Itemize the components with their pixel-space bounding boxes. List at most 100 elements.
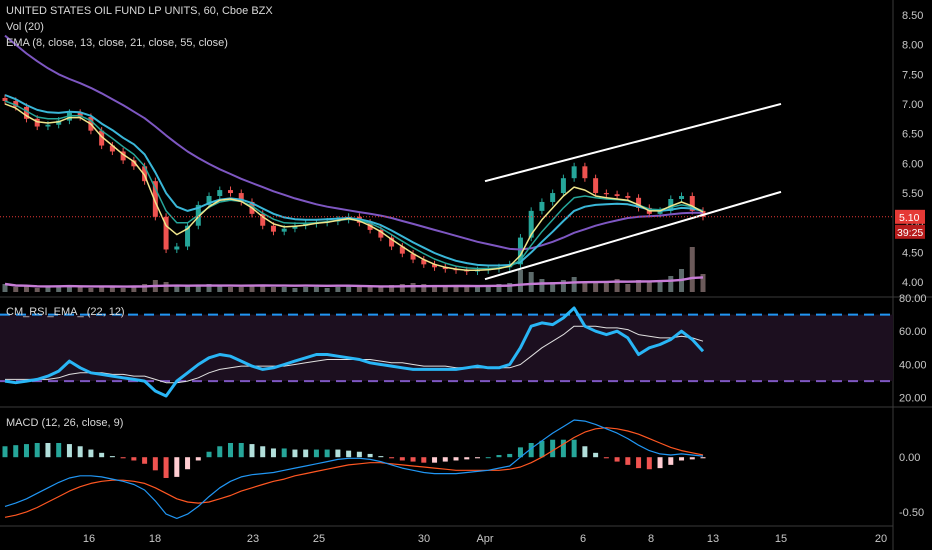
- macd-histogram-bar: [238, 442, 244, 458]
- volume-legend[interactable]: Vol (20): [6, 21, 44, 33]
- macd-histogram-bar: [292, 449, 298, 458]
- volume-bar: [109, 287, 115, 292]
- macd-histogram-bar: [550, 439, 556, 458]
- candle-body: [603, 193, 609, 195]
- macd-legend[interactable]: MACD (12, 26, close, 9): [6, 417, 124, 429]
- macd-histogram-bar: [367, 453, 373, 458]
- candle-body: [77, 112, 83, 118]
- macd-histogram-bar: [2, 446, 8, 458]
- macd-histogram-bar: [410, 457, 416, 462]
- volume-bar: [668, 276, 674, 292]
- candle-body: [120, 151, 126, 161]
- macd-histogram-bar: [163, 457, 169, 478]
- macd-histogram-bar: [335, 449, 341, 458]
- candle-body: [528, 210, 534, 238]
- time-tick-label: 15: [775, 533, 787, 545]
- volume-bar: [142, 284, 148, 292]
- time-tick-label: 13: [707, 533, 719, 545]
- macd-histogram-bar: [528, 442, 534, 458]
- volume-bar: [528, 272, 534, 292]
- candle-body: [410, 253, 416, 260]
- volume-bar: [442, 286, 448, 292]
- volume-bar: [313, 287, 319, 292]
- volume-bar: [23, 286, 29, 292]
- macd-histogram-bar: [646, 457, 652, 470]
- macd-histogram-bar: [453, 457, 459, 461]
- rsi-tick-label: 80.00: [899, 293, 927, 305]
- candle-body: [378, 229, 384, 238]
- macd-histogram-bar: [228, 442, 234, 458]
- macd-histogram-bar: [399, 457, 405, 461]
- ema8-line: [4, 103, 704, 272]
- macd-histogram-bar: [131, 457, 137, 461]
- macd-histogram-bar: [281, 448, 287, 458]
- time-tick-label: 18: [149, 533, 161, 545]
- macd-histogram-bar: [700, 457, 706, 459]
- candle-body: [34, 118, 40, 127]
- volume-bar: [195, 285, 201, 292]
- candle-body: [689, 196, 695, 211]
- macd-histogram-bar: [507, 453, 513, 458]
- symbol-title[interactable]: UNITED STATES OIL FUND LP UNITS, 60, Cbo…: [6, 5, 273, 17]
- time-tick-label: 8: [648, 533, 654, 545]
- macd-histogram-bar: [442, 457, 448, 462]
- macd-histogram-bar: [614, 457, 620, 462]
- volume-bar: [560, 280, 566, 292]
- macd-histogram-bar: [474, 457, 480, 459]
- rsi-legend[interactable]: CM_RSI_EMA_ (22, 12): [6, 306, 125, 318]
- macd-histogram-bar: [636, 457, 642, 469]
- candle-body: [109, 145, 115, 152]
- macd-histogram-bar: [378, 456, 384, 458]
- macd-histogram-bar: [77, 446, 83, 458]
- candle-body: [260, 213, 266, 226]
- macd-histogram-bar: [120, 457, 126, 459]
- candle-body: [281, 228, 287, 232]
- macd-histogram-bar: [217, 446, 223, 458]
- volume-bar: [99, 286, 105, 292]
- volume-bar: [77, 287, 83, 292]
- volume-bar: [174, 285, 180, 292]
- macd-signal-line: [4, 427, 704, 518]
- volume-bar: [603, 282, 609, 292]
- macd-histogram-bar: [56, 442, 62, 458]
- volume-bar: [66, 285, 72, 292]
- macd-histogram-bar: [689, 457, 695, 460]
- volume-bar: [593, 283, 599, 292]
- candle-body: [571, 166, 577, 179]
- candle-body: [582, 166, 588, 179]
- macd-histogram-bar: [356, 451, 362, 458]
- volume-bar: [421, 284, 427, 292]
- macd-histogram-bar: [249, 444, 255, 458]
- volume-bar: [34, 288, 40, 292]
- macd-histogram-bar: [432, 457, 438, 463]
- candle-body: [636, 197, 642, 208]
- candle-body: [99, 130, 105, 146]
- time-tick-label: 23: [247, 533, 259, 545]
- ema21-line: [4, 94, 704, 267]
- macd-histogram-bar: [324, 449, 330, 458]
- macd-histogram-bar: [485, 457, 491, 459]
- volume-bar: [356, 287, 362, 292]
- candle-body: [292, 225, 298, 229]
- candle-body: [174, 246, 180, 250]
- volume-bar: [432, 285, 438, 292]
- price-tick-label: 5.50: [902, 188, 923, 200]
- main-legend: UNITED STATES OIL FUND LP UNITS, 60, Cbo…: [6, 3, 273, 51]
- candle-body: [517, 237, 523, 265]
- volume-bar: [185, 286, 191, 292]
- macd-histogram-bar: [109, 456, 115, 458]
- macd-histogram-bar: [45, 442, 51, 458]
- volume-bar: [517, 270, 523, 292]
- candle-body: [389, 237, 395, 247]
- macd-histogram-bar: [66, 444, 72, 458]
- candle-body: [593, 178, 599, 194]
- candle-body: [2, 98, 8, 101]
- volume-bar: [636, 280, 642, 292]
- candle-body: [442, 267, 448, 270]
- last-price-badge: [895, 209, 925, 224]
- price-tick-label: 4.50: [902, 247, 923, 259]
- volume-bar: [657, 282, 663, 292]
- ema-legend[interactable]: EMA (8, close, 13, close, 21, close, 55,…: [6, 37, 228, 49]
